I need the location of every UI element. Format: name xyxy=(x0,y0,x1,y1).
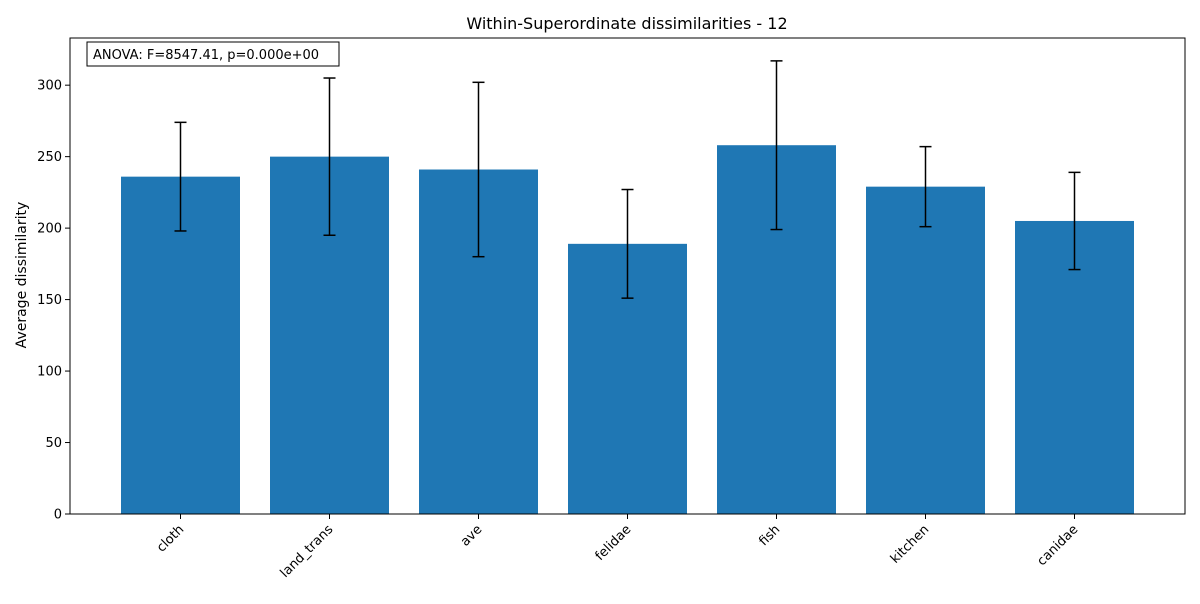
y-tick-label: 100 xyxy=(37,365,62,380)
errorbar-cloth xyxy=(174,121,187,232)
y-tick-label: 200 xyxy=(37,222,62,237)
errorbar-felidae xyxy=(621,188,634,299)
y-tick-label: 300 xyxy=(37,79,62,94)
y-tick-label: 250 xyxy=(37,150,62,165)
plot-area: 0 50 100 150 200 250 300 cloth land_trans ave feli… xyxy=(37,37,1186,581)
errorbar-fish xyxy=(770,60,783,231)
chart-title: Within-Superordinate dissimilarities - 1… xyxy=(466,14,787,33)
errorbar-kitchen xyxy=(919,145,932,228)
errorbar-canidae xyxy=(1068,171,1081,271)
errorbar-ave xyxy=(472,81,485,258)
y-tick-label: 0 xyxy=(54,508,62,523)
annotation-box xyxy=(86,41,340,67)
y-tick-label: 50 xyxy=(45,436,62,451)
x-tick-label: ave xyxy=(458,522,485,549)
x-tick-label: canidae xyxy=(1035,522,1082,569)
bar-cloth xyxy=(121,176,240,514)
x-tick-label: land_trans xyxy=(278,522,337,581)
x-tick-label: kitchen xyxy=(888,522,932,566)
y-tick-label: 150 xyxy=(37,293,62,308)
x-tick-label: cloth xyxy=(154,522,187,555)
errorbar-land_trans xyxy=(323,77,336,237)
y-axis-label: Average dissimilarity xyxy=(14,202,30,349)
anova-annotation: ANOVA: F=8547.41, p=0.000e+00 xyxy=(86,41,340,67)
annotation-text: ANOVA: F=8547.41, p=0.000e+00 xyxy=(93,48,319,63)
x-tick-label: fish xyxy=(756,522,783,549)
x-tick-label: felidae xyxy=(593,522,635,564)
bar-kitchen xyxy=(866,186,985,515)
